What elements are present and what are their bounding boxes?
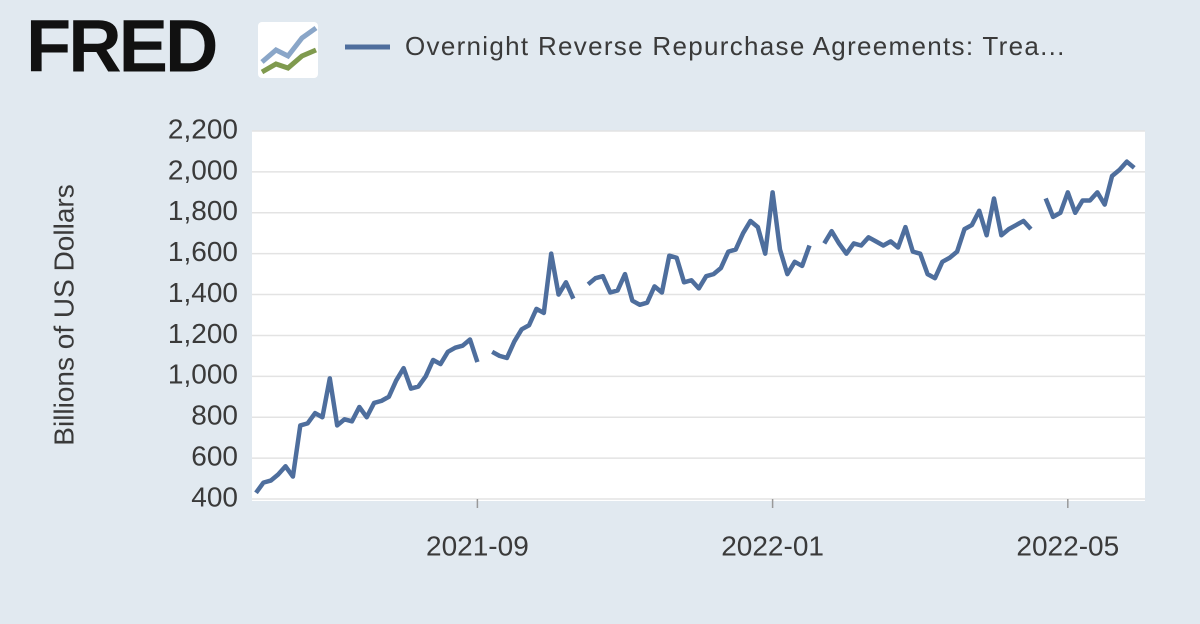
y-tick-label: 2,000 xyxy=(168,154,238,185)
legend-label: Overnight Reverse Repurchase Agreements:… xyxy=(405,31,1066,61)
y-tick-label: 600 xyxy=(191,441,238,472)
y-tick-label: 1,000 xyxy=(168,359,238,390)
y-tick-label: 2,200 xyxy=(168,113,238,144)
y-tick-label: 400 xyxy=(191,481,238,512)
series-line xyxy=(254,159,1136,495)
plot-area xyxy=(252,131,1145,501)
x-tick-label: 2022-05 xyxy=(1016,530,1119,561)
y-axis-label: Billions of US Dollars xyxy=(48,184,79,445)
y-tick-label: 1,600 xyxy=(168,236,238,267)
x-tick-label: 2022-01 xyxy=(721,530,824,561)
brand-logo: FRED xyxy=(26,5,216,88)
x-tick-label: 2021-09 xyxy=(426,530,529,561)
y-tick-label: 1,400 xyxy=(168,277,238,308)
y-tick-label: 1,200 xyxy=(168,318,238,349)
y-tick-label: 1,800 xyxy=(168,195,238,226)
y-tick-label: 800 xyxy=(191,400,238,431)
logo-icon xyxy=(258,22,318,78)
